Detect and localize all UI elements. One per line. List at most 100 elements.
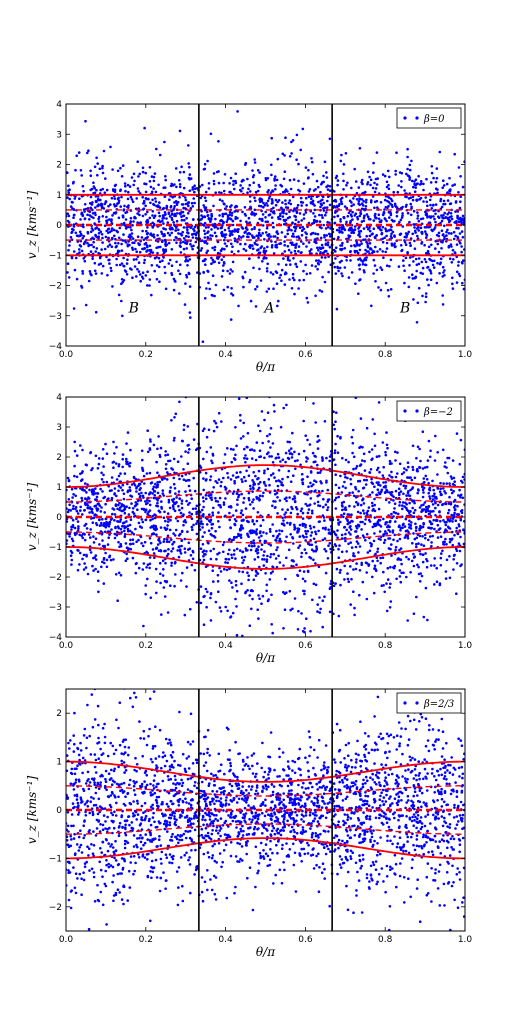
scatter-point xyxy=(206,269,209,273)
scatter-point xyxy=(455,432,459,435)
scatter-point xyxy=(106,245,110,248)
scatter-point xyxy=(390,543,393,546)
scatter-point xyxy=(337,269,340,273)
scatter-point xyxy=(133,476,136,480)
scatter-point xyxy=(448,555,451,558)
scatter-point xyxy=(174,167,178,170)
scatter-point xyxy=(204,226,208,229)
scatter-point xyxy=(285,403,288,407)
scatter-point xyxy=(413,247,417,250)
scatter-point xyxy=(372,258,376,262)
scatter-point xyxy=(420,543,423,546)
scatter-point xyxy=(390,470,393,474)
scatter-point xyxy=(385,431,388,434)
scatter-point xyxy=(421,488,425,492)
scatter-point xyxy=(113,513,117,516)
scatter-point xyxy=(211,258,215,262)
scatter-point xyxy=(278,276,281,280)
scatter-point xyxy=(121,525,124,528)
scatter-point xyxy=(116,249,120,253)
scatter-point xyxy=(102,149,106,153)
scatter-point xyxy=(265,583,269,587)
scatter-point xyxy=(269,553,273,556)
scatter-point xyxy=(281,152,285,156)
scatter-point xyxy=(164,287,168,291)
scatter-point xyxy=(340,200,343,203)
scatter-point xyxy=(273,489,277,493)
scatter-point xyxy=(170,248,174,251)
scatter-point xyxy=(441,294,445,297)
scatter-point xyxy=(144,190,148,194)
scatter-point xyxy=(234,172,237,175)
scatter-point xyxy=(340,491,344,494)
scatter-point xyxy=(108,530,112,533)
scatter-point xyxy=(97,590,100,594)
scatter-point xyxy=(90,243,93,247)
scatter-point xyxy=(350,201,353,204)
scatter-point xyxy=(166,231,170,235)
scatter-point xyxy=(294,218,298,222)
scatter-point xyxy=(292,542,295,545)
scatter-point xyxy=(344,506,347,509)
scatter-point xyxy=(276,304,279,308)
scatter-point xyxy=(417,286,421,290)
scatter-point xyxy=(116,202,119,205)
scatter-point xyxy=(248,278,252,282)
scatter-point xyxy=(139,494,142,498)
scatter-point xyxy=(416,217,419,220)
scatter-point xyxy=(155,460,158,464)
scatter-point xyxy=(312,558,315,562)
scatter-point xyxy=(174,280,177,283)
scatter-point xyxy=(338,229,341,232)
scatter-point xyxy=(393,507,396,510)
scatter-point xyxy=(193,201,196,205)
scatter-point xyxy=(90,203,94,206)
scatter-point xyxy=(359,417,363,420)
scatter-point xyxy=(95,188,98,192)
scatter-point xyxy=(349,259,352,262)
scatter-point xyxy=(301,524,305,527)
scatter-point xyxy=(306,438,309,442)
scatter-point xyxy=(372,539,376,543)
scatter-point xyxy=(316,447,320,450)
scatter-point xyxy=(290,229,293,232)
scatter-point xyxy=(253,544,256,548)
scatter-point xyxy=(389,547,392,551)
scatter-point xyxy=(385,609,389,613)
scatter-point xyxy=(269,271,273,274)
scatter-point xyxy=(398,575,402,578)
scatter-point xyxy=(426,278,429,281)
scatter-point xyxy=(188,448,191,451)
scatter-point xyxy=(169,518,172,522)
scatter-point xyxy=(422,182,425,186)
scatter-point xyxy=(318,520,322,523)
scatter-point xyxy=(167,548,170,551)
scatter-point xyxy=(183,613,187,617)
scatter-point xyxy=(384,450,387,454)
scatter-point xyxy=(152,175,156,179)
scatter-point xyxy=(389,197,393,201)
scatter-point xyxy=(141,166,145,170)
scatter-point xyxy=(173,501,176,505)
scatter-point xyxy=(133,265,137,268)
scatter-point xyxy=(261,219,264,223)
scatter-point xyxy=(281,215,285,218)
scatter-point xyxy=(277,456,281,459)
scatter-point xyxy=(341,456,344,460)
scatter-point xyxy=(148,562,152,566)
scatter-point xyxy=(119,527,123,531)
scatter-point xyxy=(83,203,87,206)
scatter-point xyxy=(353,225,357,228)
scatter-point xyxy=(300,233,304,237)
scatter-point xyxy=(236,110,239,113)
scatter-point xyxy=(231,223,235,227)
scatter-point xyxy=(103,561,106,565)
scatter-point xyxy=(336,266,340,270)
scatter-point xyxy=(100,248,103,251)
scatter-point xyxy=(368,242,372,245)
scatter-point xyxy=(412,532,415,535)
scatter-point xyxy=(286,256,290,260)
scatter-point xyxy=(67,184,70,188)
scatter-point xyxy=(73,197,77,200)
scatter-point xyxy=(204,190,208,194)
